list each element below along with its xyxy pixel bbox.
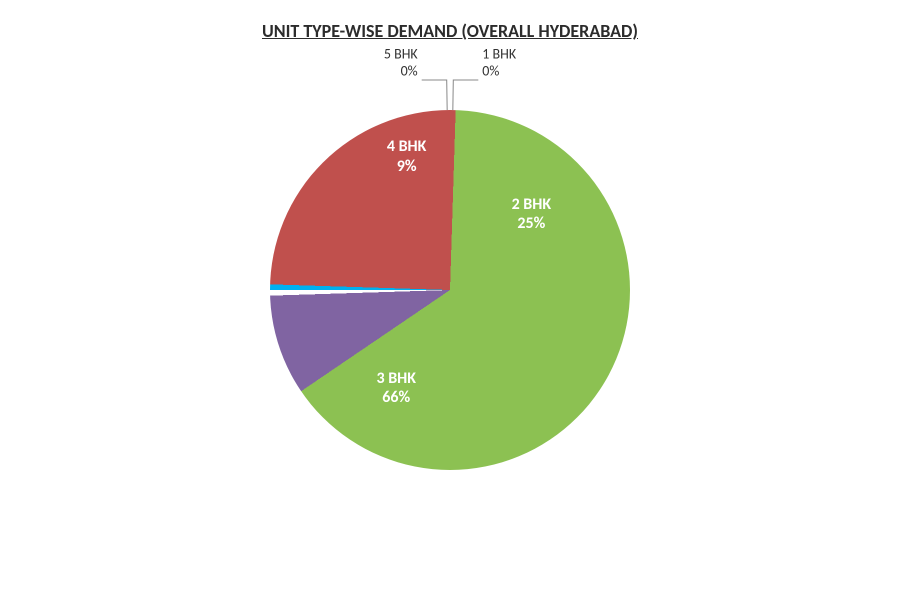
outer-label-5-bhk: 5 BHK0% [384, 46, 418, 80]
slice-label-4-bhk: 4 BHK9% [387, 137, 427, 175]
pie-chart-container: 1 BHK0%2 BHK25%3 BHK66%4 BHK9%5 BHK0% [270, 110, 630, 470]
slice-label-3-bhk: 3 BHK66% [376, 369, 416, 407]
outer-label-1-bhk: 1 BHK0% [482, 46, 516, 80]
chart-title: UNIT TYPE-WISE DEMAND (OVERALL HYDERABAD… [0, 0, 900, 42]
slice-label-2-bhk: 2 BHK25% [512, 194, 552, 232]
pie-chart [270, 110, 630, 470]
